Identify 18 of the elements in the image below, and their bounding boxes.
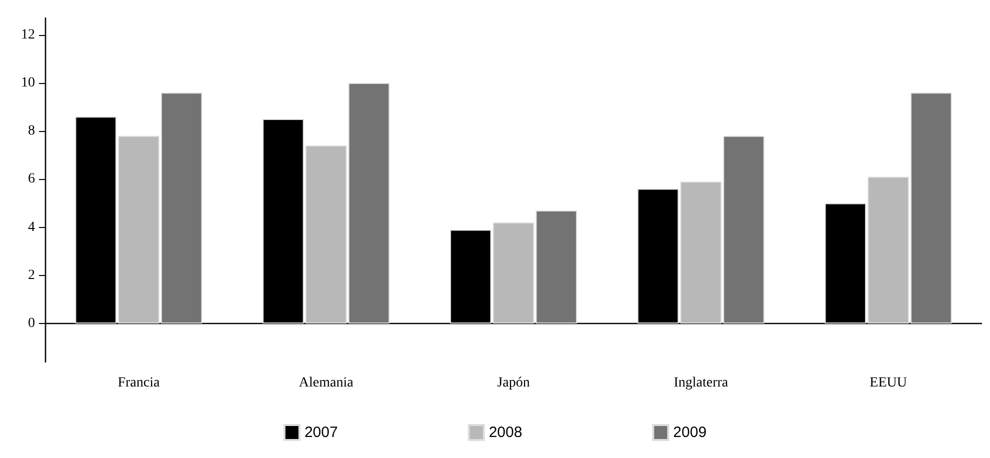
y-tick-label: 10 [21,75,35,90]
y-tick-label: 6 [28,172,35,187]
y-tick-label: 12 [21,27,35,42]
bar [348,82,390,324]
y-tick-label: 2 [28,268,35,283]
x-tick-label: Japón [497,376,530,390]
y-tick-label: 4 [28,220,35,235]
x-tick-label: Alemania [298,376,354,390]
x-tick-label: Inglaterra [674,376,729,390]
legend-label: 2009 [673,424,707,441]
x-tick-label: Francia [118,376,160,390]
y-tick-label: 8 [28,124,35,139]
legend-label: 2007 [304,424,338,441]
bar [536,210,577,324]
y-tick-label: 0 [28,316,35,332]
bar [492,222,534,324]
legend-label: 2008 [488,424,522,441]
x-tick-label: EEUU [870,376,907,390]
